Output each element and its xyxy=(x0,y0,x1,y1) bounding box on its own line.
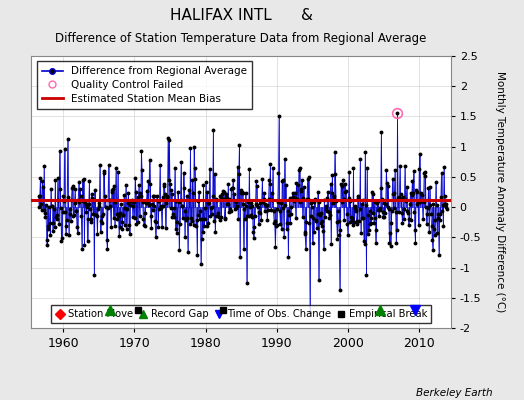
Text: Berkeley Earth: Berkeley Earth xyxy=(416,388,493,398)
Text: HALIFAX INTL      &: HALIFAX INTL & xyxy=(170,8,312,23)
Y-axis label: Monthly Temperature Anomaly Difference (°C): Monthly Temperature Anomaly Difference (… xyxy=(495,71,505,313)
Text: Difference of Station Temperature Data from Regional Average: Difference of Station Temperature Data f… xyxy=(56,32,427,45)
Legend: Station Move, Record Gap, Time of Obs. Change, Empirical Break: Station Move, Record Gap, Time of Obs. C… xyxy=(51,305,431,323)
